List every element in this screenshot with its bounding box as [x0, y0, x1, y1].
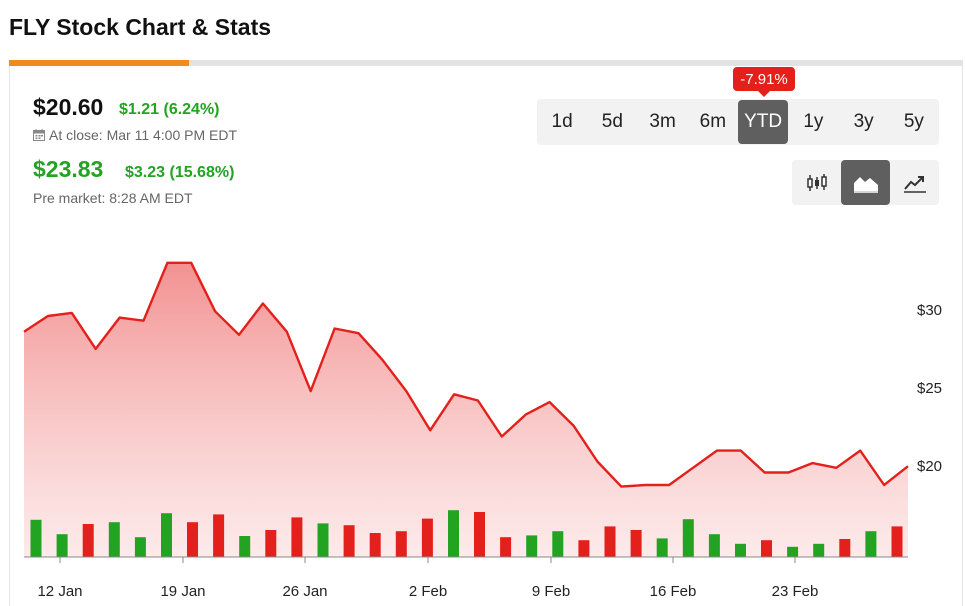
candlestick-chart-button[interactable]: [792, 160, 841, 205]
volume-bar: [891, 526, 903, 557]
range-5d-button[interactable]: 5d: [601, 111, 623, 132]
range-ytd-button[interactable]: YTD: [738, 100, 789, 144]
volume-bar: [578, 540, 590, 557]
close-time-row: At close: Mar 11 4:00 PM EDT: [33, 127, 237, 143]
range-6m-button[interactable]: 6m: [699, 111, 727, 132]
x-tick-label: 19 Jan: [160, 583, 205, 600]
volume-bar: [656, 538, 668, 557]
volume-bar: [474, 512, 485, 557]
y-tick-label: $25: [917, 380, 942, 397]
premarket-time: Pre market: 8:28 AM EDT: [33, 190, 193, 206]
candlestick-icon: [806, 173, 827, 191]
volume-bar: [735, 543, 746, 557]
range-change-badge: -7.91%: [733, 67, 795, 97]
range-3y-button[interactable]: 3y: [853, 111, 874, 132]
x-tick-label: 26 Jan: [282, 583, 327, 600]
price-area: [24, 262, 908, 557]
area-chart-button[interactable]: [841, 160, 890, 205]
volume-bar: [787, 546, 799, 557]
volume-bar: [30, 519, 42, 557]
volume-bar: [500, 537, 512, 557]
line-chart-button[interactable]: [890, 160, 939, 205]
volume-bar: [239, 536, 251, 557]
volume-bar: [317, 523, 329, 557]
volume-bar: [213, 514, 225, 557]
chart-panel: [9, 66, 963, 606]
volume-bar: [813, 543, 825, 557]
calendar-icon: [33, 129, 45, 141]
price-change: $1.21 (6.24%): [119, 101, 220, 118]
x-tick-label: 9 Feb: [532, 583, 570, 600]
volume-bar: [369, 533, 381, 557]
price-line: [23, 261, 909, 488]
volume-bar: [134, 537, 146, 557]
volume-bar: [630, 530, 642, 557]
area-chart-icon: [853, 176, 878, 193]
volume-bar: [82, 524, 94, 557]
volume-bar: [552, 531, 564, 557]
volume-bar: [187, 522, 198, 557]
last-price: $20.60: [33, 94, 104, 120]
page-title: FLY Stock Chart & Stats: [9, 14, 272, 40]
range-1d-button[interactable]: 1d: [551, 111, 573, 132]
line-chart-icon: [903, 175, 926, 193]
close-time-label: At close: Mar 11 4:00 PM EDT: [49, 127, 238, 143]
time-range-selector: 1d 5d 3m 6m YTD 1y 3y 5y: [537, 99, 939, 145]
volume-bar: [421, 518, 433, 557]
premarket-change: $3.23 (15.68%): [125, 164, 235, 181]
range-3m-button[interactable]: 3m: [649, 111, 676, 132]
volume-bar: [343, 525, 355, 557]
volume-bar: [265, 530, 277, 557]
y-tick-label: $20: [917, 458, 942, 475]
volume-bar: [56, 534, 68, 557]
premarket-price: $23.83: [33, 156, 104, 182]
volume-bar: [761, 540, 772, 557]
x-tick-label: 23 Feb: [772, 583, 819, 600]
x-tick-label: 12 Jan: [37, 583, 82, 600]
chart-type-selector: [792, 160, 939, 205]
x-tick-label: 2 Feb: [409, 583, 447, 600]
volume-bar: [708, 534, 720, 557]
range-1y-button[interactable]: 1y: [803, 111, 824, 132]
section-tab-active-indicator: [9, 60, 189, 66]
x-tick-label: 16 Feb: [650, 583, 697, 600]
volume-bar: [161, 513, 172, 557]
range-5y-button[interactable]: 5y: [903, 111, 924, 132]
volume-bar: [448, 510, 459, 557]
volume-bar: [839, 539, 851, 557]
volume-bar: [865, 531, 877, 557]
volume-bar: [395, 531, 407, 557]
volume-bar: [682, 519, 694, 557]
volume-bar: [526, 535, 538, 557]
y-tick-label: $30: [917, 302, 942, 319]
volume-bar: [291, 517, 303, 557]
section-tab-bar: [9, 60, 963, 66]
volume-bar: [108, 522, 120, 557]
volume-bar: [604, 526, 616, 557]
